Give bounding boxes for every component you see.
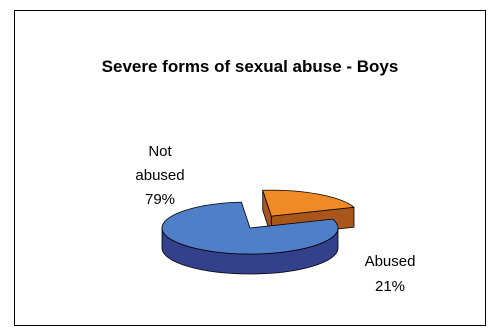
- label-abused: Abused: [365, 253, 416, 270]
- chart-title: Severe forms of sexual abuse - Boys: [102, 57, 399, 76]
- label-not-abused-line1: Not: [148, 143, 172, 160]
- pie-slice-not-abused: [161, 201, 339, 255]
- pie-slice-abused: [262, 189, 355, 217]
- label-abused-value: 21%: [375, 278, 405, 295]
- label-not-abused-value: 79%: [145, 191, 175, 208]
- label-not-abused-line2: abused: [135, 167, 184, 184]
